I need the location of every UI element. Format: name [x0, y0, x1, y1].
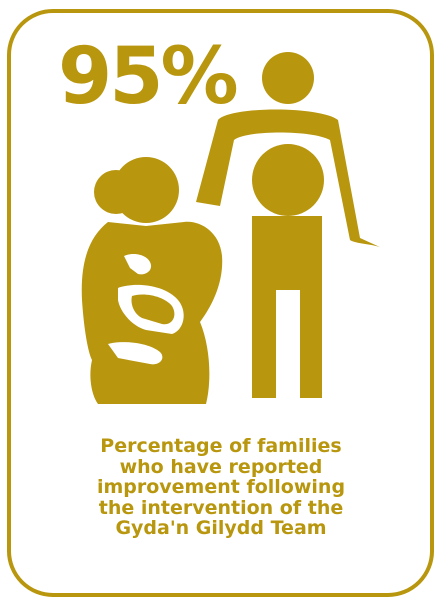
raised-arms-shape	[196, 109, 382, 248]
baby-cutout-top	[124, 254, 152, 275]
caption-line: Percentage of families	[100, 435, 342, 457]
caption-line: who have reported	[119, 455, 323, 478]
caption: Percentage of families who have reported…	[60, 436, 382, 539]
caption-line: the intervention of the	[98, 496, 344, 519]
caption-line: Gyda'n Gilydd Team	[115, 517, 327, 539]
baby-cutout-bottom	[108, 342, 163, 365]
baby-body-shape	[131, 294, 175, 325]
infographic-card	[7, 9, 434, 597]
adult-bun-shape	[94, 170, 138, 214]
caption-line: improvement following	[96, 476, 346, 498]
child-head-shape	[252, 144, 324, 216]
child-body-shape	[252, 216, 322, 398]
small-head-shape	[262, 52, 314, 104]
stat-value: 95%	[58, 32, 239, 122]
